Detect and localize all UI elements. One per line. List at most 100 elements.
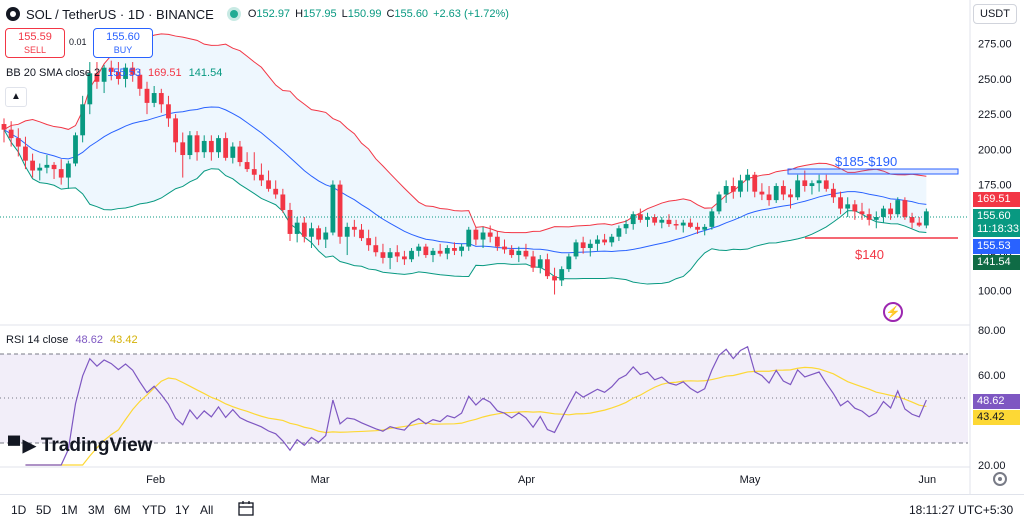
buy-button[interactable]: 155.60 BUY bbox=[93, 28, 153, 58]
candle[interactable] bbox=[859, 202, 865, 220]
candle[interactable] bbox=[180, 132, 186, 178]
candle[interactable] bbox=[151, 85, 157, 108]
candle[interactable] bbox=[580, 236, 586, 254]
candle[interactable] bbox=[695, 222, 700, 234]
candle[interactable] bbox=[330, 180, 336, 236]
candle[interactable] bbox=[344, 222, 350, 256]
candle[interactable] bbox=[323, 226, 329, 249]
candle[interactable] bbox=[44, 155, 50, 174]
candle[interactable] bbox=[723, 180, 729, 203]
candle[interactable] bbox=[516, 246, 522, 263]
candle[interactable] bbox=[738, 174, 743, 198]
candle[interactable] bbox=[287, 202, 293, 241]
candle[interactable] bbox=[402, 250, 407, 265]
candle[interactable] bbox=[30, 153, 35, 178]
candle[interactable] bbox=[866, 208, 872, 226]
candle[interactable] bbox=[773, 183, 779, 203]
rsi-legend[interactable]: RSI 14 close 48.62 43.42 bbox=[6, 334, 138, 346]
bb-legend[interactable]: BB 20 SMA close 2 155.53 169.51 141.54 bbox=[6, 67, 222, 79]
candle[interactable] bbox=[852, 200, 858, 220]
candle[interactable] bbox=[602, 233, 607, 246]
candle[interactable] bbox=[8, 121, 14, 147]
candle[interactable] bbox=[480, 226, 486, 249]
candle[interactable] bbox=[809, 180, 815, 195]
candle[interactable] bbox=[466, 226, 472, 251]
candle[interactable] bbox=[523, 243, 529, 260]
candle[interactable] bbox=[673, 219, 679, 230]
candle[interactable] bbox=[573, 239, 579, 260]
candle[interactable] bbox=[816, 174, 822, 192]
candle[interactable] bbox=[666, 214, 672, 227]
sell-button[interactable]: 155.59 SELL bbox=[5, 28, 65, 58]
candle[interactable] bbox=[452, 242, 457, 256]
candle[interactable] bbox=[394, 245, 400, 263]
candle[interactable] bbox=[437, 243, 443, 257]
tradingview-logo[interactable]: ▀ ▶ TradingView bbox=[8, 435, 152, 457]
candle[interactable] bbox=[80, 95, 86, 143]
candle[interactable] bbox=[266, 170, 271, 192]
target-zone-rect[interactable] bbox=[787, 168, 959, 175]
candle[interactable] bbox=[630, 211, 636, 230]
candle[interactable] bbox=[430, 248, 436, 263]
candle[interactable] bbox=[194, 131, 200, 161]
candle[interactable] bbox=[923, 208, 929, 229]
collapse-legend-button[interactable]: ▲ bbox=[5, 87, 27, 107]
candle[interactable] bbox=[130, 62, 136, 82]
flash-alert-icon[interactable]: ⚡ bbox=[883, 302, 903, 322]
candle[interactable] bbox=[23, 136, 28, 170]
candle[interactable] bbox=[487, 225, 493, 243]
candle[interactable] bbox=[15, 128, 21, 157]
currency-selector[interactable]: USDT bbox=[973, 4, 1017, 24]
candle[interactable] bbox=[1, 118, 7, 143]
candle[interactable] bbox=[494, 231, 500, 251]
candle[interactable] bbox=[795, 174, 801, 201]
timeframe-all[interactable]: All bbox=[200, 503, 214, 517]
candle[interactable] bbox=[873, 211, 879, 229]
candle[interactable] bbox=[294, 217, 300, 243]
candle[interactable] bbox=[888, 202, 893, 220]
candle[interactable] bbox=[616, 225, 622, 241]
candle[interactable] bbox=[409, 248, 414, 263]
candle[interactable] bbox=[609, 233, 615, 247]
candle[interactable] bbox=[387, 248, 393, 270]
symbol-title[interactable]: SOL / TetherUS · 1D · BINANCE bbox=[26, 6, 214, 22]
candle[interactable] bbox=[237, 140, 243, 167]
candle[interactable] bbox=[730, 177, 736, 199]
candle[interactable] bbox=[58, 159, 64, 185]
candle[interactable] bbox=[752, 171, 758, 198]
candle[interactable] bbox=[301, 217, 307, 243]
candle[interactable] bbox=[659, 217, 665, 229]
candle[interactable] bbox=[137, 69, 143, 96]
candle[interactable] bbox=[559, 266, 565, 287]
candle[interactable] bbox=[895, 197, 901, 218]
timeframe-1d[interactable]: 1D bbox=[11, 503, 27, 517]
candle[interactable] bbox=[823, 174, 829, 192]
candle[interactable] bbox=[37, 163, 43, 181]
candle[interactable] bbox=[216, 135, 221, 158]
candle[interactable] bbox=[416, 243, 422, 257]
candle[interactable] bbox=[187, 131, 193, 160]
candle[interactable] bbox=[845, 197, 851, 218]
utc-clock[interactable]: 18:11:27 UTC+5:30 bbox=[909, 503, 1014, 517]
candle[interactable] bbox=[208, 135, 214, 161]
candle[interactable] bbox=[158, 88, 164, 113]
candle[interactable] bbox=[316, 225, 321, 246]
candle[interactable] bbox=[637, 208, 643, 223]
candle[interactable] bbox=[273, 180, 279, 199]
candle[interactable] bbox=[251, 152, 257, 181]
candle[interactable] bbox=[173, 114, 178, 153]
candle[interactable] bbox=[373, 236, 379, 257]
candle[interactable] bbox=[545, 253, 550, 280]
candle[interactable] bbox=[459, 243, 464, 257]
candle[interactable] bbox=[101, 64, 107, 94]
candle[interactable] bbox=[423, 243, 429, 258]
candle[interactable] bbox=[94, 62, 100, 89]
candle[interactable] bbox=[902, 197, 908, 220]
candle[interactable] bbox=[709, 208, 715, 230]
candle[interactable] bbox=[337, 180, 343, 244]
timeframe-ytd[interactable]: YTD bbox=[142, 503, 166, 517]
timeframe-1y[interactable]: 1Y bbox=[175, 503, 190, 517]
candle[interactable] bbox=[351, 219, 357, 237]
candle[interactable] bbox=[359, 224, 364, 241]
